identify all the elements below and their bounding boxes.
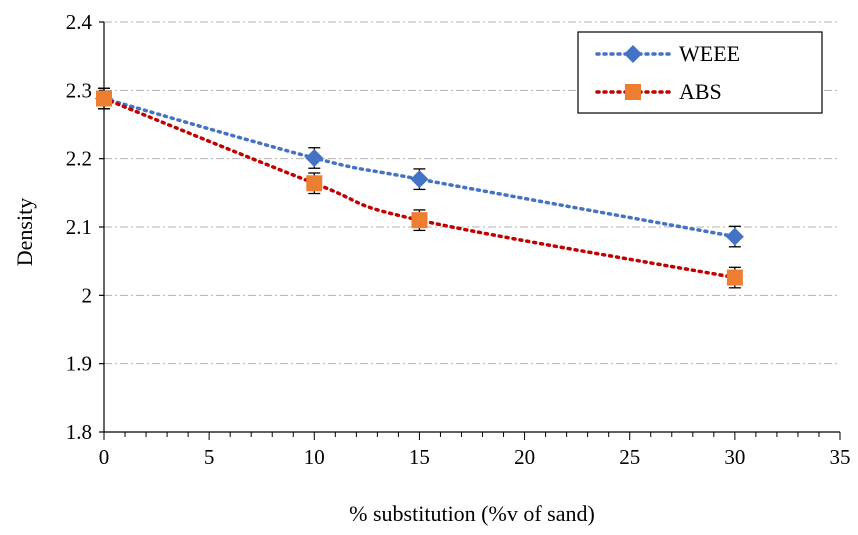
y-axis-title: Density — [12, 198, 37, 266]
y-tick-label: 1.8 — [66, 420, 92, 444]
y-tick-label: 2 — [82, 283, 93, 307]
x-tick-label: 15 — [409, 445, 430, 469]
y-tick-label: 1.9 — [66, 352, 92, 376]
series-abs-line — [102, 96, 737, 280]
legend-abs-marker — [625, 84, 641, 100]
series — [95, 87, 744, 289]
series-weee-point — [725, 227, 744, 246]
series-weee-point — [410, 170, 429, 189]
legend-abs-label: ABS — [679, 79, 722, 104]
series-abs-point — [726, 269, 743, 286]
x-tick-label: 25 — [619, 445, 640, 469]
legend-weee-marker — [624, 45, 642, 63]
series-weee-point — [305, 148, 324, 167]
x-tick-label: 10 — [304, 445, 325, 469]
series-abs — [96, 87, 743, 289]
tick-labels: 1.8 1.9 2 2.1 2.2 2.3 2.4 0 5 10 15 20 25 30 35 — [66, 10, 851, 469]
legend-box — [577, 31, 823, 114]
x-tick-label: 0 — [99, 445, 110, 469]
legend-weee-label: WEEE — [679, 41, 740, 66]
y-tick-label: 2.3 — [66, 78, 92, 102]
x-tick-label: 30 — [724, 445, 745, 469]
x-tick-label: 35 — [830, 445, 851, 469]
x-tick-label: 20 — [514, 445, 535, 469]
series-abs-point — [306, 175, 323, 192]
series-weee-line — [102, 96, 737, 239]
legend: WEEE ABS — [577, 31, 823, 114]
y-tick-label: 2.1 — [66, 215, 92, 239]
y-tick-label: 2.2 — [66, 147, 92, 171]
y-tick-label: 2.4 — [66, 10, 93, 34]
series-abs-point — [411, 212, 428, 229]
series-abs-point — [96, 90, 112, 107]
x-tick-label: 5 — [204, 445, 215, 469]
x-axis-title: % substitution (%v of sand) — [349, 501, 595, 526]
